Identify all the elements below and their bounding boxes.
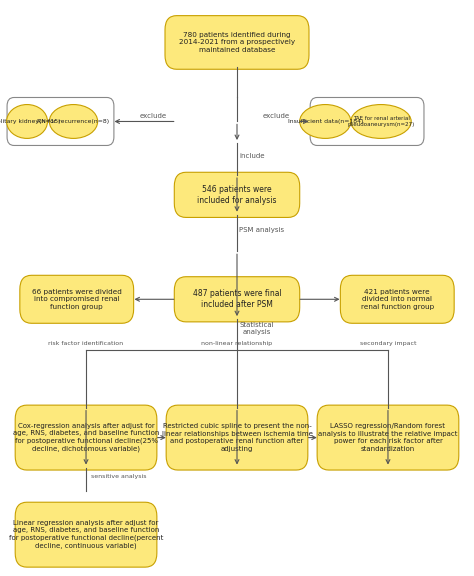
FancyBboxPatch shape [166,405,308,470]
FancyBboxPatch shape [340,275,454,323]
Text: secondary impact: secondary impact [360,340,416,346]
Text: non-linear relationship: non-linear relationship [201,340,273,346]
Text: exclude: exclude [140,113,167,119]
Ellipse shape [351,105,411,138]
FancyBboxPatch shape [165,16,309,69]
Text: include: include [239,153,265,160]
FancyBboxPatch shape [174,172,300,218]
Text: 66 patients were divided
into compromised renal
function group: 66 patients were divided into compromise… [32,289,122,310]
FancyBboxPatch shape [20,275,134,323]
Text: Solitary kidney(n=15): Solitary kidney(n=15) [0,119,61,124]
Text: 780 patients identified during
2014-2021 from a prospectively
maintained databas: 780 patients identified during 2014-2021… [179,32,295,53]
Text: LASSO regression/Random forest
analysis to illustrate the relative impact
power : LASSO regression/Random forest analysis … [318,423,458,452]
Ellipse shape [49,105,98,138]
FancyBboxPatch shape [317,405,459,470]
Text: Restricted cubic spline to present the non-
linear relationships between ischemi: Restricted cubic spline to present the n… [162,423,312,452]
Text: Insufficient data(n=184): Insufficient data(n=184) [288,119,363,124]
Text: RN for recurrence(n=8): RN for recurrence(n=8) [37,119,109,124]
Ellipse shape [300,105,351,138]
Text: PSM analysis: PSM analysis [239,227,284,233]
Text: 546 patients were
included for analysis: 546 patients were included for analysis [197,185,277,205]
Text: TAE for renal arterial
pseudoaneurysm(n=27): TAE for renal arterial pseudoaneurysm(n=… [347,116,415,127]
Text: 487 patients were final
included after PSM: 487 patients were final included after P… [192,289,282,309]
FancyBboxPatch shape [15,502,157,567]
Text: Cox-regression analysis after adjust for
age, RNS, diabetes, and baseline functi: Cox-regression analysis after adjust for… [13,423,159,452]
Text: Linear regression analysis after adjust for
age, RNS, diabetes, and baseline fun: Linear regression analysis after adjust … [9,520,163,550]
Text: Statistical
analysis: Statistical analysis [239,322,274,335]
Text: sensitive analysis: sensitive analysis [91,474,146,479]
FancyBboxPatch shape [15,405,157,470]
Text: risk factor identification: risk factor identification [48,340,124,346]
Text: 421 patients were
divided into normal
renal function group: 421 patients were divided into normal re… [361,289,434,310]
Text: exclude: exclude [263,113,290,119]
Ellipse shape [7,105,47,138]
FancyBboxPatch shape [174,276,300,322]
